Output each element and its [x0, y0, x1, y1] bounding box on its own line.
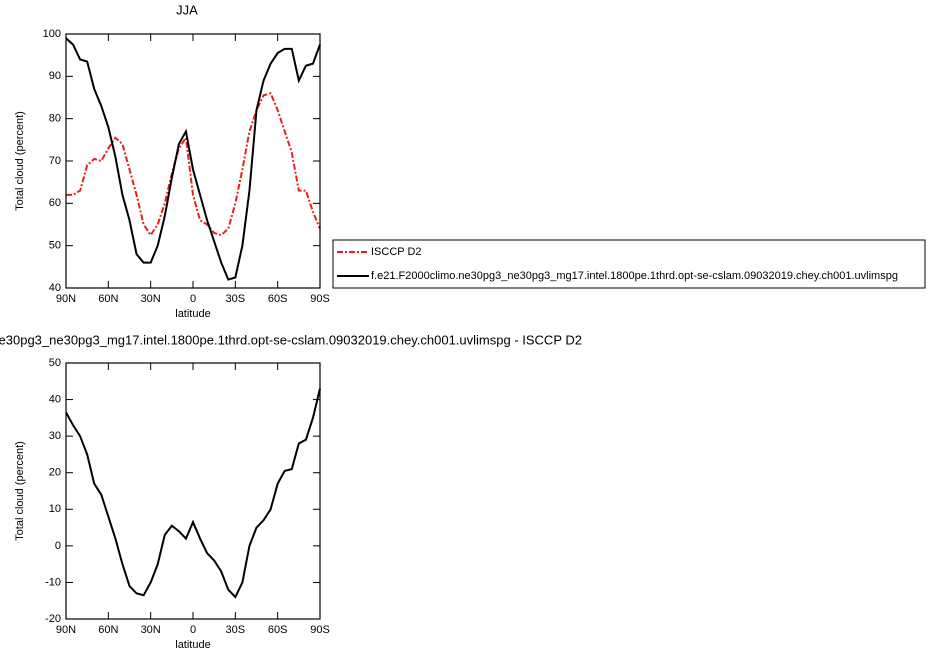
- y-tick-label: 90: [49, 70, 61, 82]
- chart-title: f.e21.F2000climo.ne30pg3_ne30pg3_mg17.in…: [0, 332, 582, 347]
- x-tick-label: 0: [190, 293, 196, 305]
- x-tick-label: 90N: [56, 293, 76, 305]
- y-tick-label: 20: [49, 467, 61, 479]
- x-tick-label: 30S: [226, 293, 246, 305]
- chart-title: JJA: [176, 2, 198, 17]
- legend-box: [332, 239, 926, 289]
- plot-frame: [65, 362, 321, 620]
- data-line: [65, 388, 321, 599]
- y-axis-label: Total cloud (percent): [14, 441, 26, 541]
- y-tick-label: 50: [49, 357, 61, 369]
- x-tick-label: 90N: [56, 624, 76, 636]
- x-tick-label: 60S: [268, 293, 288, 305]
- data-line: [66, 92, 321, 237]
- y-tick-label: 10: [49, 503, 61, 515]
- y-tick-label: -20: [45, 613, 61, 625]
- plot-frame: [65, 33, 321, 289]
- x-tick-label: 0: [190, 624, 196, 636]
- x-tick-label: 60N: [98, 624, 118, 636]
- x-tick-label: 90S: [310, 624, 330, 636]
- x-axis-label: latitude: [175, 308, 210, 320]
- y-tick-label: 40: [49, 282, 61, 294]
- y-tick-label: 100: [43, 28, 61, 40]
- x-tick-label: 60N: [98, 293, 118, 305]
- x-axis-label: latitude: [175, 639, 210, 651]
- y-tick-label: 50: [49, 240, 61, 252]
- legend-label: ISCCP D2: [371, 246, 422, 258]
- x-tick-label: 30N: [141, 293, 161, 305]
- x-tick-label: 30N: [141, 624, 161, 636]
- y-tick-label: 40: [49, 393, 61, 405]
- x-tick-label: 30S: [226, 624, 246, 636]
- y-tick-label: 0: [55, 540, 61, 552]
- x-tick-label: 90S: [310, 293, 330, 305]
- legend-label: f.e21.F2000climo.ne30pg3_ne30pg3_mg17.in…: [371, 270, 898, 282]
- x-tick-label: 60S: [268, 624, 288, 636]
- y-tick-label: 80: [49, 113, 61, 125]
- y-axis-label: Total cloud (percent): [14, 111, 26, 211]
- y-tick-label: -10: [45, 576, 61, 588]
- y-tick-label: 30: [49, 430, 61, 442]
- y-tick-label: 70: [49, 155, 61, 167]
- data-line: [65, 37, 321, 281]
- y-tick-label: 60: [49, 197, 61, 209]
